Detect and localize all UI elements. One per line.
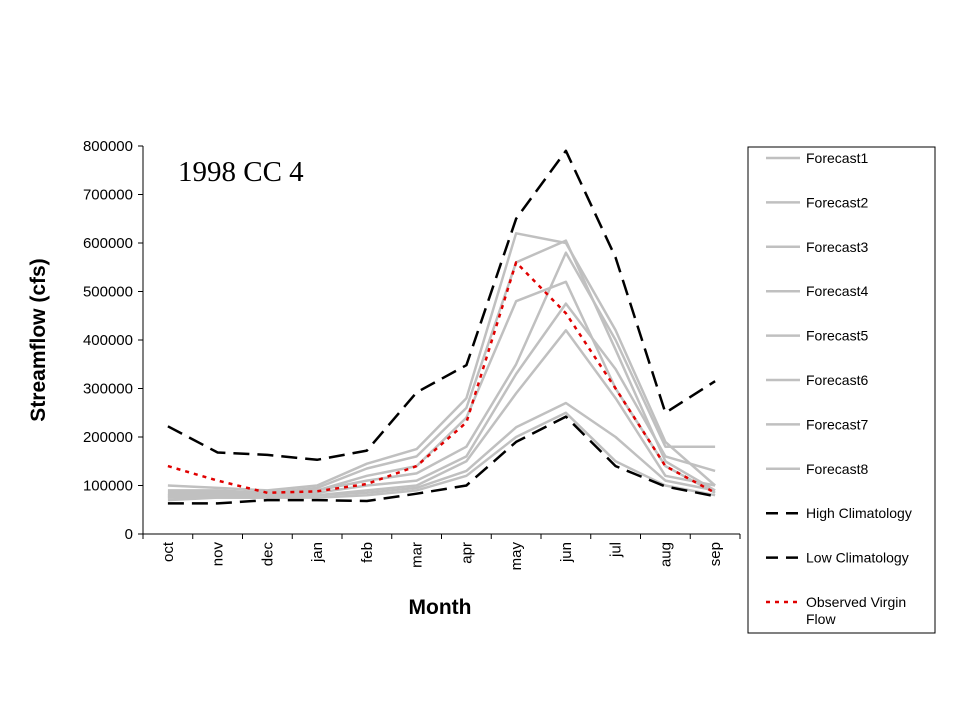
series-line-forecast8	[167, 411, 716, 502]
chart-annotation: 1998 CC 4	[178, 156, 304, 188]
legend-label: Forecast2	[806, 194, 868, 210]
y-tick-label: 200000	[83, 429, 133, 446]
y-tick-label: 0	[125, 526, 133, 543]
x-tick-label: nov	[210, 542, 227, 567]
y-tick-label: 600000	[83, 235, 133, 252]
x-tick-label: dec	[259, 542, 276, 567]
x-ticks: oct nov dec jan feb mar apr may jun jul aug sep	[142, 534, 741, 571]
x-tick-label: feb	[359, 542, 376, 563]
legend-label: Forecast4	[806, 283, 868, 299]
x-tick-label: may	[508, 542, 525, 571]
y-axis-title: Streamflow (cfs)	[27, 258, 50, 421]
x-tick-label: jan	[309, 542, 326, 563]
legend-label: Forecast1	[806, 150, 868, 166]
legend-label: Forecast3	[806, 239, 868, 255]
x-tick-label: jun	[558, 542, 575, 563]
y-tick-label: 100000	[83, 478, 133, 495]
series-line-forecast4	[167, 251, 716, 497]
series-line-forecast1	[167, 232, 716, 492]
y-tick-label: 700000	[83, 187, 133, 204]
y-tick-label: 800000	[83, 138, 133, 155]
x-tick-label: jul	[608, 542, 625, 558]
x-tick-label: oct	[160, 541, 177, 562]
series-line-low-climatology	[167, 415, 716, 505]
y-tick-label: 400000	[83, 332, 133, 349]
series-line-forecast5	[167, 302, 716, 497]
legend-label: Observed Virgin Flow	[806, 594, 906, 627]
x-axis-title: Month	[409, 596, 472, 619]
legend-box	[747, 146, 936, 634]
legend-label: Forecast8	[806, 461, 868, 477]
x-tick-label: apr	[458, 542, 475, 564]
x-tick-label: sep	[707, 542, 724, 566]
legend-label: Forecast7	[806, 416, 868, 432]
plot-area: 0 100000 200000 300000 400000 500000 600000 700…	[83, 138, 741, 571]
legend-label: Forecast5	[806, 328, 868, 344]
legend-label: Low Climatology	[806, 550, 909, 566]
y-ticks: 0 100000 200000 300000 400000 500000 600000 700…	[83, 138, 143, 543]
legend: Forecast1 Forecast2 Forecast3 Forecast4 Fore…	[747, 146, 936, 634]
y-tick-label: 500000	[83, 284, 133, 301]
series-lines	[167, 149, 716, 505]
legend-label: Forecast6	[806, 372, 868, 388]
series-line-observed-virgin-flow	[167, 261, 716, 495]
x-tick-label: mar	[409, 542, 426, 568]
x-tick-label: aug	[657, 542, 674, 567]
legend-items: Forecast1 Forecast2 Forecast3 Forecast4 Fore…	[766, 150, 912, 627]
y-tick-label: 300000	[83, 381, 133, 398]
series-line-high-climatology	[167, 149, 716, 462]
legend-label: High Climatology	[806, 505, 912, 521]
series-line-forecast6	[167, 329, 716, 499]
